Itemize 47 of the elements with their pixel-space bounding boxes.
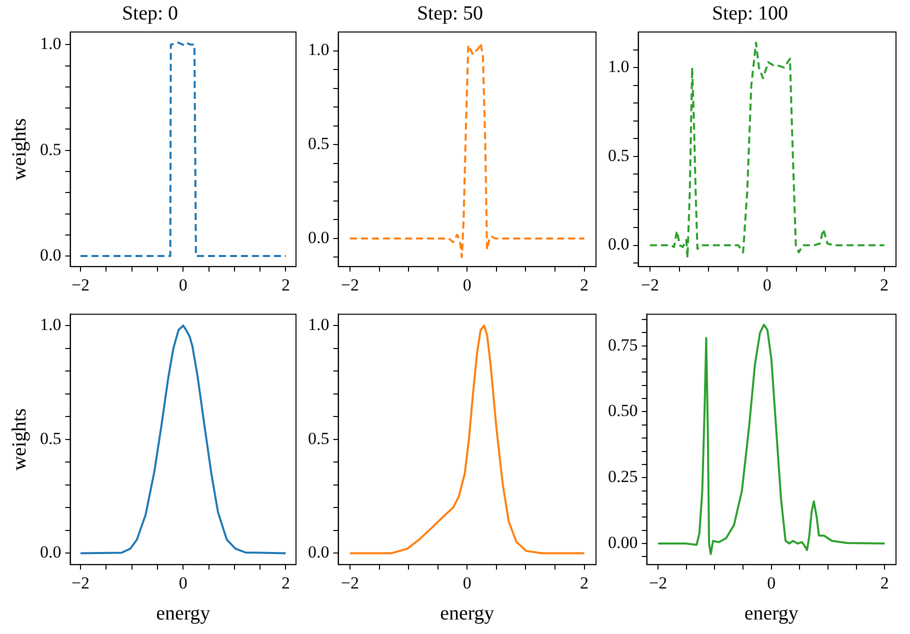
x-axis-title: energy (156, 602, 210, 624)
x-tick-label: 2 (580, 573, 589, 592)
x-tick-label: 0 (762, 275, 772, 294)
line-series (348, 42, 586, 258)
y-axis-title: weights (8, 408, 30, 471)
y-tick-label: 0.00 (608, 532, 638, 552)
line-series (648, 42, 886, 259)
x-axis-title: energy (440, 602, 494, 624)
y-tick-label: 0.5 (308, 428, 330, 448)
x-tick-label: 0 (767, 573, 776, 592)
y-tick-label: 0.0 (40, 542, 62, 562)
y-tick-label: 0.0 (308, 542, 330, 562)
x-tick-label: 2 (281, 573, 290, 592)
y-tick-label: 0.5 (40, 428, 62, 448)
y-tick-label: 1.0 (308, 40, 330, 60)
y-tick-label: 1.0 (40, 34, 62, 54)
y-tick-label: 0.5 (308, 134, 330, 154)
y-tick-label: 1.0 (608, 57, 630, 76)
y-tick-label: 1.0 (308, 315, 330, 334)
x-tick-label: 0 (462, 275, 472, 294)
x-tick-label: −2 (649, 573, 668, 592)
x-axis-title: energy (744, 602, 798, 624)
y-axis-title: weights (8, 118, 30, 180)
x-tick-label: 2 (281, 275, 290, 294)
y-tick-label: 0.75 (608, 335, 638, 354)
y-tick-label: 0.50 (608, 401, 638, 420)
x-tick-label: −2 (340, 573, 360, 592)
y-tick-label: 0.0 (40, 246, 62, 264)
x-tick-label: 2 (880, 573, 889, 592)
x-tick-label: −2 (71, 275, 90, 294)
x-tick-label: 0 (462, 573, 472, 592)
x-tick-label: 0 (178, 275, 188, 294)
x-tick-label: −2 (640, 275, 660, 294)
x-tick-label: 2 (880, 275, 889, 294)
y-tick-label: 0.0 (308, 228, 330, 247)
x-tick-label: 0 (178, 573, 188, 592)
y-tick-label: 1.0 (40, 315, 62, 334)
y-tick-label: 0.5 (608, 146, 630, 165)
chart-title: Step: 100 (712, 2, 788, 24)
y-tick-label: 0.25 (608, 467, 638, 486)
y-tick-label: 0.5 (40, 140, 62, 159)
y-tick-label: 0.0 (608, 234, 630, 254)
x-tick-label: −2 (340, 275, 360, 294)
chart-title: Step: 50 (416, 2, 484, 24)
x-tick-label: 2 (580, 275, 589, 294)
chart-title: Step: 0 (122, 2, 178, 24)
x-tick-label: −2 (71, 573, 90, 592)
